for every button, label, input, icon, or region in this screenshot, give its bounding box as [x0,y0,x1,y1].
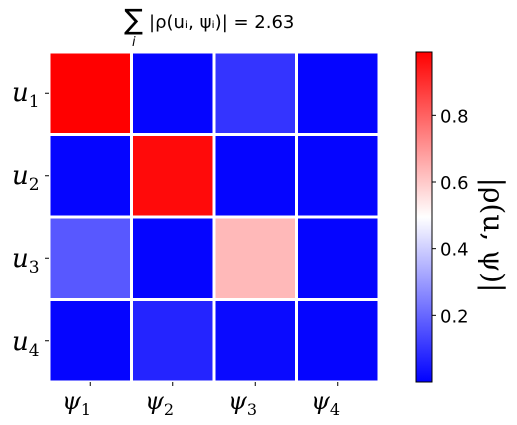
column-label-psi3: ψ3 [228,387,258,419]
row-label-u3: u3 [12,244,40,279]
heatmap-cell-u2-ψ1 [50,136,130,216]
heatmap-cell-u2-ψ2 [133,136,213,216]
heatmap-cell-u1-ψ4 [298,53,378,133]
heatmap-cell-u2-ψ3 [215,136,295,216]
colorbar-tick-label-0.8: 0.8 [440,106,469,127]
heatmap-cell-u4-ψ2 [133,301,213,381]
chart-title: ∑ i |ρ(uᵢ, ψᵢ)| = 2.63 [118,4,318,52]
sum-index: i [132,35,136,50]
heatmap-cell-u1-ψ2 [133,53,213,133]
heatmap-cell-u3-ψ1 [50,218,130,298]
column-label-psi1: ψ1 [62,387,92,419]
colorbar-label: |ρ(u, ψ)| [477,177,510,293]
heatmap-cell-u4-ψ4 [298,301,378,381]
heatmap-cell-u1-ψ1 [50,53,130,133]
heatmap-cell-u3-ψ4 [298,218,378,298]
colorbar-tick-label-0.6: 0.6 [440,173,469,194]
row-label-u1: u1 [12,78,40,113]
heatmap-cell-u4-ψ1 [50,301,130,381]
heatmap-cell-u2-ψ4 [298,136,378,216]
colorbar [415,51,433,383]
row-label-u2: u2 [12,161,40,196]
column-label-psi4: ψ4 [311,387,341,419]
heatmap-cell-u3-ψ3 [215,218,295,298]
sum-symbol: ∑ [124,3,143,36]
heatmap-cell-u3-ψ2 [133,218,213,298]
column-label-psi2: ψ2 [145,387,175,419]
colorbar-tick-label-0.2: 0.2 [440,306,469,327]
colorbar-tick-label-0.4: 0.4 [440,240,469,261]
title-expression: |ρ(uᵢ, ψᵢ)| = 2.63 [149,12,295,33]
row-label-u4: u4 [12,327,40,362]
heatmap-cell-u1-ψ3 [215,53,295,133]
heatmap-cell-u4-ψ3 [215,301,295,381]
